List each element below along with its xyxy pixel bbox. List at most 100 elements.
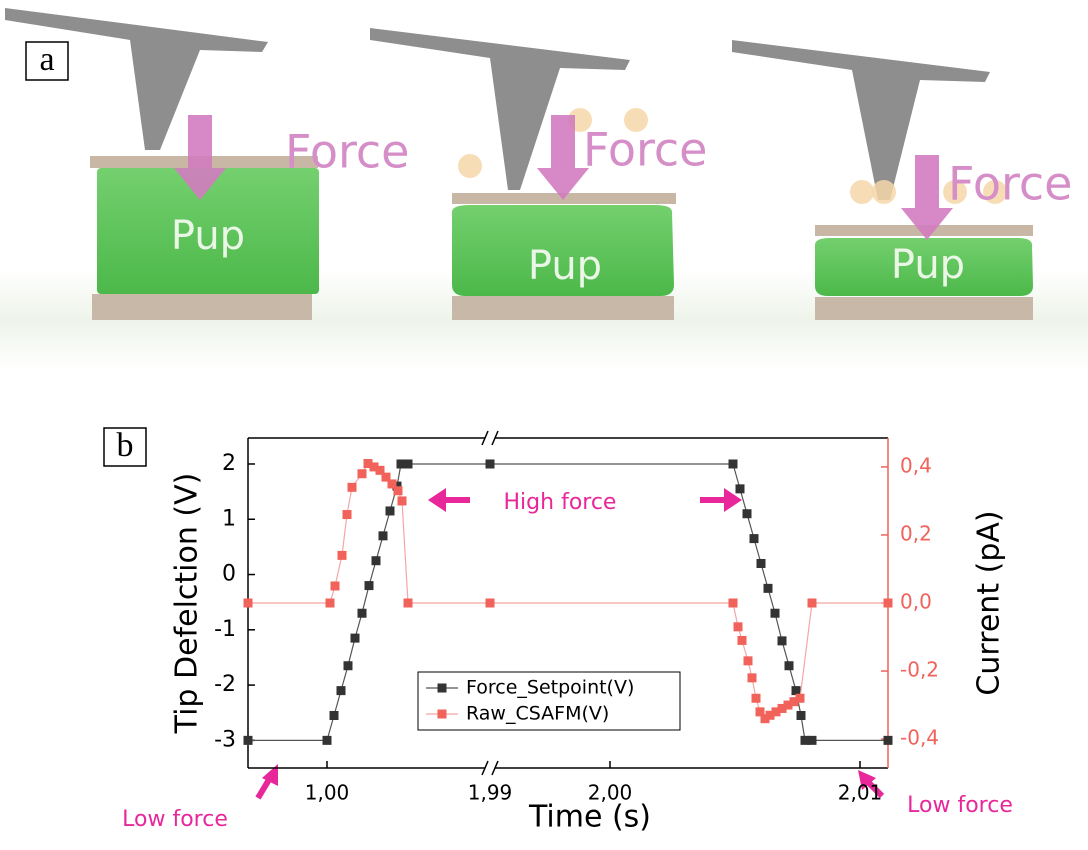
legend-marker [437, 683, 447, 693]
marker [751, 693, 761, 703]
block-label: Pup [891, 242, 965, 288]
pup-block [815, 238, 1033, 296]
marker [325, 598, 335, 608]
marker [343, 661, 353, 671]
marker [728, 598, 738, 608]
marker [387, 479, 397, 489]
bottom-plate [452, 296, 674, 320]
arrow-head [858, 770, 876, 790]
bottom-plate [92, 294, 312, 320]
axis-break-gap [485, 760, 495, 776]
marker [403, 459, 413, 469]
force-label: Force [583, 123, 707, 177]
marker [749, 534, 759, 544]
marker [784, 661, 794, 671]
x-break-label: 1,99 [468, 781, 513, 805]
x-tick-label: 2,01 [838, 781, 883, 805]
x-tick-label: 2,00 [588, 781, 633, 805]
y2-tick-label: -0,2 [900, 658, 939, 682]
force-arrow [537, 115, 589, 200]
marker [807, 598, 817, 608]
marker [763, 583, 773, 593]
panel-a: a Force Pup Force Pup Force Pup [0, 8, 1088, 370]
y-tick-label: -3 [214, 727, 236, 752]
marker [385, 506, 395, 516]
legend-marker [437, 709, 447, 719]
marker [357, 608, 367, 618]
marker [347, 482, 357, 492]
cantilever [732, 40, 990, 200]
y2-tick-label: -0,4 [900, 726, 939, 750]
force-arrow [901, 155, 953, 240]
force-arrow [174, 115, 226, 200]
panel-label: b [117, 427, 134, 464]
marker [796, 710, 806, 720]
marker [883, 598, 893, 608]
y-tick-label: -1 [214, 617, 236, 642]
marker [733, 622, 743, 632]
marker [807, 735, 817, 745]
marker [396, 459, 406, 469]
marker [392, 481, 402, 491]
marker [789, 697, 799, 707]
marker [371, 556, 381, 566]
marker [735, 484, 745, 494]
arrows [255, 488, 885, 800]
charge [624, 108, 648, 132]
marker [369, 462, 379, 472]
y-tick-label: -2 [214, 672, 236, 697]
marker [378, 531, 388, 541]
legend-box [417, 671, 681, 731]
force-label: Force [948, 157, 1072, 211]
marker [795, 693, 805, 703]
y2-tick-label: 0,4 [900, 453, 932, 477]
marker [485, 598, 495, 608]
marker [743, 656, 753, 666]
pup-block [97, 168, 319, 294]
marker [883, 735, 893, 745]
legend-label: Raw_CSAFM(V) [466, 703, 609, 725]
charge [983, 180, 1007, 204]
arrow [255, 776, 273, 800]
marker [243, 598, 253, 608]
annotation: Low force [907, 793, 1013, 818]
marker [800, 735, 810, 745]
marker [337, 550, 347, 560]
block-label: Pup [528, 243, 602, 289]
marker [329, 710, 339, 720]
marker [742, 509, 752, 519]
charge [872, 180, 896, 204]
marker [342, 510, 352, 520]
annotation: Low force [122, 807, 228, 832]
charge [943, 180, 967, 204]
axis-break [491, 430, 499, 446]
x-axis-title: Time (s) [528, 800, 651, 835]
marker [755, 707, 765, 717]
x-tick-label: 1,00 [305, 781, 350, 805]
marker [783, 700, 793, 710]
marker [403, 598, 413, 608]
block-label: Pup [171, 213, 245, 259]
bottom-plate [815, 297, 1033, 320]
marker [747, 673, 757, 683]
marker [397, 496, 407, 506]
y-axis-title: Tip Defelction (V) [170, 473, 205, 735]
charge [458, 154, 482, 178]
marker [330, 581, 340, 591]
marker [375, 465, 385, 475]
marker [381, 472, 391, 482]
marker [791, 686, 801, 696]
charge [850, 180, 874, 204]
axis-break [491, 760, 499, 776]
legend-label: Force_Setpoint(V) [466, 677, 634, 699]
axis-break [481, 760, 489, 776]
marker [756, 558, 766, 568]
arrow-head [724, 488, 742, 512]
y2-axis-title: Current (pA) [972, 510, 1007, 695]
marker [771, 707, 781, 717]
cantilever [370, 28, 630, 190]
y2-tick-label: 0,0 [900, 590, 932, 614]
arrow-head [262, 764, 278, 786]
pup-block [452, 205, 674, 296]
